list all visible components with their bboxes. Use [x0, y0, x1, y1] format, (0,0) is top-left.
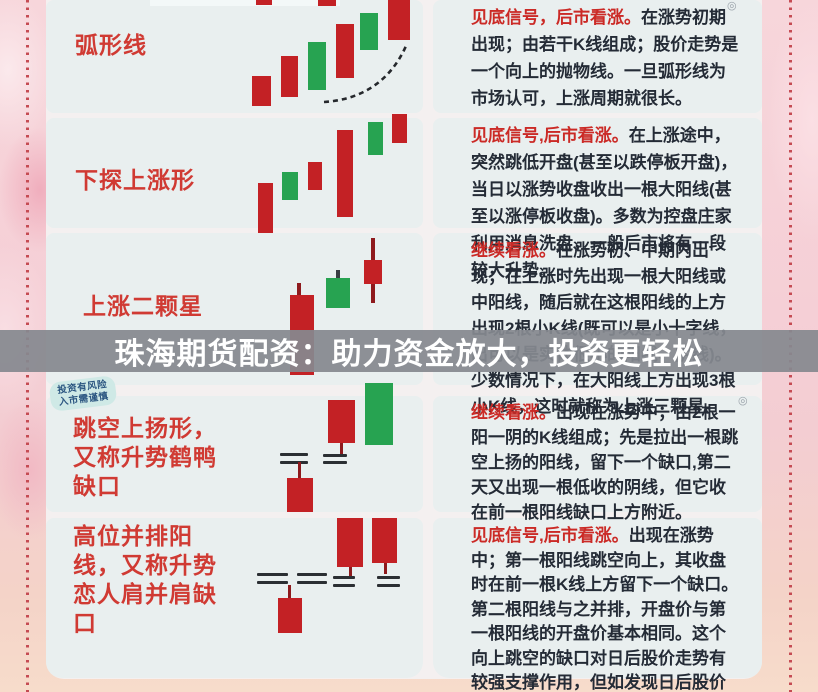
pattern-name-gap-up: 跳空上扬形，又称升势鹤鸭缺口: [73, 415, 217, 499]
pattern-name-side-by-side: 高位并排阳线，又称升势恋人肩并肩缺口: [73, 523, 217, 636]
signal-label: 继续看涨。: [471, 403, 556, 422]
desc-card-dip-rise: [433, 118, 762, 228]
signal-label: 见底信号,后市看涨。: [471, 526, 629, 545]
desc-card-side-by-side: [433, 518, 762, 678]
desc-text: 出现在涨势中；由2根一阳一阴的K线组成；先是拉出一根跳空上扬的阳线，留下一个缺口…: [471, 403, 739, 522]
pattern-desc-dip-rise: 见底信号,后市看涨。在上涨途中，突然跳低开盘(甚至以跌停板开盘)，当日以涨势收盘…: [433, 118, 762, 284]
desc-text: 出现在涨势中；第一根阳线跳空向上，其收盘时在前一根K线上方留下一个缺口。第二根阳…: [471, 526, 739, 692]
pattern-card-gap-up: [46, 396, 423, 512]
signal-label: 见底信号,后市看涨。: [471, 126, 629, 145]
pattern-desc-side-by-side: 见底信号,后市看涨。出现在涨势中；第一根阳线跳空向上，其收盘时在前一根K线上方留…: [433, 520, 762, 692]
desc-card-arc-line: [433, 0, 762, 113]
desc-card-gap-up: [433, 396, 762, 512]
watermark-text: 珠海期货配资：助力资金放大，投资更轻松: [114, 338, 704, 371]
signal-label: 见底信号，后市看涨。: [471, 8, 641, 27]
watermark-band: 珠海期货配资：助力资金放大，投资更轻松: [0, 330, 818, 372]
small-circle-icon: ◎: [738, 395, 748, 407]
pattern-card-dip-rise: [46, 118, 423, 228]
desc-text: 在上涨途中，突然跳低开盘(甚至以跌停板开盘)，当日以涨势收盘收出一根大阳线(甚至…: [471, 126, 738, 280]
pattern-desc-two-stars: 继续看涨。在涨势初、中期内出现；在上涨时先出现一根大阳线或中阳线，随后就在这根阳…: [433, 234, 762, 420]
desc-text: 在涨势初期出现；由若干K线组成；股价走势是一个向上的抛物线。一旦弧形线为市场认可…: [471, 8, 739, 108]
small-circle-icon: ◎: [727, 0, 737, 12]
pattern-name-arc-line: 弧形线: [75, 32, 147, 58]
pattern-desc-arc-line: 见底信号，后市看涨。在涨势初期出现；由若干K线组成；股价走势是一个向上的抛物线。…: [433, 0, 762, 112]
pattern-name-dip-rise: 下探上涨形: [75, 167, 195, 193]
signal-label: 继续看涨。: [471, 241, 556, 260]
pattern-name-two-stars: 上涨二颗星: [83, 293, 203, 319]
pattern-desc-gap-up: 继续看涨。出现在涨势中；由2根一阳一阴的K线组成；先是拉出一根跳空上扬的阳线，留…: [433, 396, 762, 525]
